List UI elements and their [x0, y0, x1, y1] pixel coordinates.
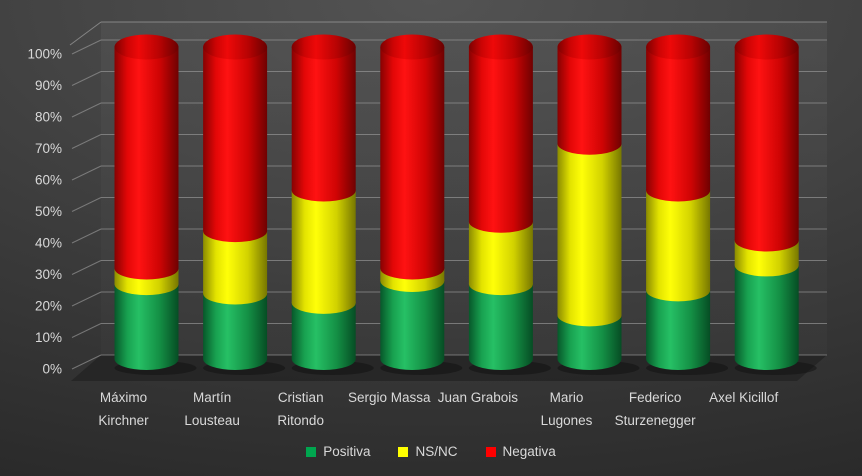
- segment-ns-nc: [291, 190, 356, 303]
- side-wall-gridline: [71, 228, 102, 244]
- segment-negativa: [734, 47, 799, 241]
- segment-negativa: [291, 47, 356, 191]
- y-axis-tick-label: 80%: [35, 110, 62, 125]
- side-wall-gridline: [71, 291, 102, 307]
- y-axis-tick-label: 70%: [35, 141, 62, 156]
- bar-mart-n-lousteau: [203, 34, 286, 375]
- y-axis-tick-label: 0%: [42, 362, 62, 377]
- legend-swatch-positiva: [306, 446, 317, 457]
- bar-m-ximo-kirchner: [114, 34, 197, 375]
- bar-top-cap: [380, 34, 445, 60]
- segment-positiva: [557, 315, 622, 370]
- category-label-mario-lugones: Mario Lugones: [541, 390, 593, 428]
- legend-label-ns-nc: NS/NC: [415, 444, 458, 459]
- side-wall-gridline: [71, 134, 102, 149]
- plot-area: 100% 90% 80% 70% 60% 50% 40% 30% 20% 10% 0% Máximo K…: [27, 21, 827, 428]
- bar-juan-grabois: [468, 34, 551, 375]
- legend-label-negativa: Negativa: [502, 444, 556, 459]
- category-label-federico-sturzenegger: Federico Sturzenegger: [615, 390, 697, 428]
- bar-mario-lugones: [557, 34, 640, 375]
- side-wall-gridline: [71, 71, 102, 86]
- segment-positiva: [380, 281, 445, 370]
- bar-cristian-ritondo: [291, 34, 374, 375]
- y-axis-tick-label: 90%: [35, 78, 62, 93]
- category-label-axel-kicillof: Axel Kicillof: [709, 390, 778, 405]
- segment-positiva: [114, 284, 179, 370]
- side-wall-gridline: [71, 39, 102, 55]
- side-wall-gridline: [71, 102, 102, 118]
- segment-negativa: [380, 47, 445, 269]
- segment-positiva: [646, 290, 711, 370]
- bar-top-cap: [646, 34, 711, 60]
- bar-top-cap: [468, 34, 533, 60]
- bar-top-cap: [557, 34, 622, 60]
- category-label-sergio-massa: Sergio Massa: [348, 390, 431, 405]
- category-label-m-ximo-kirchner: Máximo Kirchner: [98, 390, 149, 428]
- y-axis-tick-label: 40%: [35, 236, 62, 251]
- legend-swatch-ns-nc: [398, 446, 409, 457]
- segment-negativa: [557, 47, 622, 144]
- y-axis-tick-label: 20%: [35, 299, 62, 314]
- category-label-cristian-ritondo: Cristian Ritondo: [277, 390, 324, 428]
- segment-ns-nc: [557, 143, 622, 316]
- legend-item-positiva: Positiva: [306, 444, 370, 459]
- y-axis-tick-label: 10%: [35, 330, 62, 345]
- legend: Positiva NS/NC Negativa: [0, 444, 862, 459]
- side-wall-gridline: [71, 165, 102, 181]
- side-wall-gridline: [71, 354, 102, 370]
- bar-top-cap: [203, 34, 268, 60]
- bar-top-cap: [291, 34, 356, 60]
- bar-top-cap: [734, 34, 799, 60]
- wall-corner-edge: [69, 21, 102, 46]
- segment-positiva: [291, 302, 356, 370]
- side-wall-gridline: [71, 197, 102, 212]
- segment-negativa: [114, 47, 179, 269]
- y-axis-tick-label: 60%: [35, 173, 62, 188]
- segment-positiva: [203, 293, 268, 370]
- side-wall-gridline: [71, 260, 102, 275]
- y-axis-tick-label: 50%: [35, 204, 62, 219]
- bar-federico-sturzenegger: [646, 34, 729, 375]
- legend-swatch-negativa: [485, 446, 496, 457]
- segment-positiva: [734, 265, 799, 370]
- legend-label-positiva: Positiva: [323, 444, 371, 459]
- segment-negativa: [468, 47, 533, 222]
- bar-axel-kicillof: [734, 34, 817, 375]
- legend-item-ns-nc: NS/NC: [398, 444, 458, 459]
- bar-sergio-massa: [380, 34, 463, 375]
- category-label-mart-n-lousteau: Martín Lousteau: [184, 390, 240, 428]
- side-wall-gridline: [71, 323, 102, 338]
- category-label-juan-grabois: Juan Grabois: [438, 390, 519, 405]
- segment-negativa: [646, 47, 711, 191]
- bar-top-cap: [114, 34, 179, 60]
- segment-positiva: [468, 284, 533, 370]
- segment-negativa: [203, 47, 268, 232]
- y-axis-tick-label: 100%: [27, 47, 62, 62]
- legend-item-negativa: Negativa: [485, 444, 556, 459]
- y-axis-tick-label: 30%: [35, 267, 62, 282]
- segment-ns-nc: [646, 190, 711, 291]
